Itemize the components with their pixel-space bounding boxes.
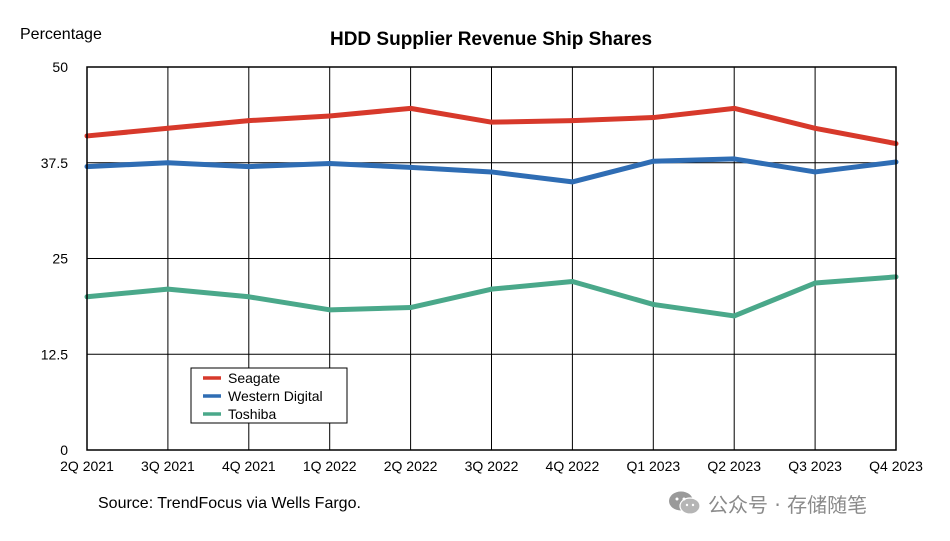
y-tick-label: 25 bbox=[52, 251, 68, 267]
x-tick-label: 2Q 2022 bbox=[384, 458, 438, 474]
watermark-text: 公众号 · 存储随笔 bbox=[708, 492, 868, 517]
x-tick-label: Q3 2023 bbox=[788, 458, 842, 474]
data-point-seagate bbox=[489, 119, 494, 125]
legend-label-western-digital: Western Digital bbox=[228, 388, 323, 404]
wechat-icon bbox=[669, 491, 701, 515]
legend-label-toshiba: Toshiba bbox=[228, 406, 276, 422]
data-point-toshiba bbox=[650, 301, 656, 307]
gridlines bbox=[87, 67, 896, 450]
data-point-seagate bbox=[731, 105, 737, 111]
y-tick-label: 37.5 bbox=[41, 155, 68, 171]
series-lines bbox=[84, 105, 899, 319]
y-tick-label: 12.5 bbox=[41, 346, 68, 362]
y-axis-label: Percentage bbox=[20, 26, 102, 43]
legend-label-seagate: Seagate bbox=[228, 370, 280, 386]
plot-frame bbox=[86, 66, 897, 451]
x-tick-label: 1Q 2022 bbox=[303, 458, 357, 474]
x-tick-label: 3Q 2021 bbox=[141, 458, 195, 474]
y-tick-label: 50 bbox=[52, 59, 68, 75]
x-tick-label: Q2 2023 bbox=[707, 458, 761, 474]
x-tick-label: 2Q 2021 bbox=[60, 458, 114, 474]
data-point-toshiba bbox=[165, 286, 171, 292]
data-point-western-digital bbox=[327, 161, 333, 167]
data-point-seagate bbox=[165, 125, 171, 131]
data-point-seagate bbox=[246, 118, 252, 124]
y-tick-label: 0 bbox=[60, 442, 68, 458]
data-point-seagate bbox=[327, 113, 333, 119]
x-tick-label: 4Q 2022 bbox=[546, 458, 600, 474]
source-note: Source: TrendFocus via Wells Fargo. bbox=[98, 495, 361, 512]
data-point-seagate bbox=[408, 105, 414, 111]
data-point-western-digital bbox=[731, 156, 737, 162]
data-point-seagate bbox=[650, 115, 656, 121]
x-tick-labels: 2Q 2021 3Q 2021 4Q 2021 1Q 2022 2Q 2022 3Q 20… bbox=[60, 458, 923, 474]
data-point-western-digital bbox=[650, 158, 656, 164]
x-tick-label: Q4 2023 bbox=[869, 458, 923, 474]
legend: Seagate Western Digital Toshiba bbox=[190, 367, 348, 424]
data-point-seagate bbox=[812, 125, 818, 131]
data-point-western-digital bbox=[489, 169, 494, 175]
x-tick-label: 4Q 2021 bbox=[222, 458, 276, 474]
data-point-toshiba bbox=[327, 307, 333, 313]
data-point-western-digital bbox=[165, 160, 171, 166]
data-point-seagate bbox=[569, 118, 575, 124]
x-tick-label: Q1 2023 bbox=[626, 458, 680, 474]
data-point-toshiba bbox=[812, 280, 818, 286]
data-point-toshiba bbox=[408, 305, 414, 311]
watermark: 公众号 · 存储随笔 bbox=[668, 488, 867, 518]
data-point-western-digital bbox=[246, 164, 252, 170]
data-point-western-digital bbox=[569, 179, 575, 185]
data-point-western-digital bbox=[812, 169, 818, 175]
chart-title: HDD Supplier Revenue Ship Shares bbox=[330, 29, 652, 50]
data-point-toshiba bbox=[569, 278, 575, 284]
data-point-toshiba bbox=[489, 286, 494, 292]
data-point-western-digital bbox=[408, 164, 414, 170]
data-point-toshiba bbox=[246, 294, 252, 300]
y-tick-labels: 0 12.5 25 37.5 50 bbox=[41, 59, 68, 458]
data-point-toshiba bbox=[731, 313, 737, 319]
x-tick-label: 3Q 2022 bbox=[465, 458, 519, 474]
